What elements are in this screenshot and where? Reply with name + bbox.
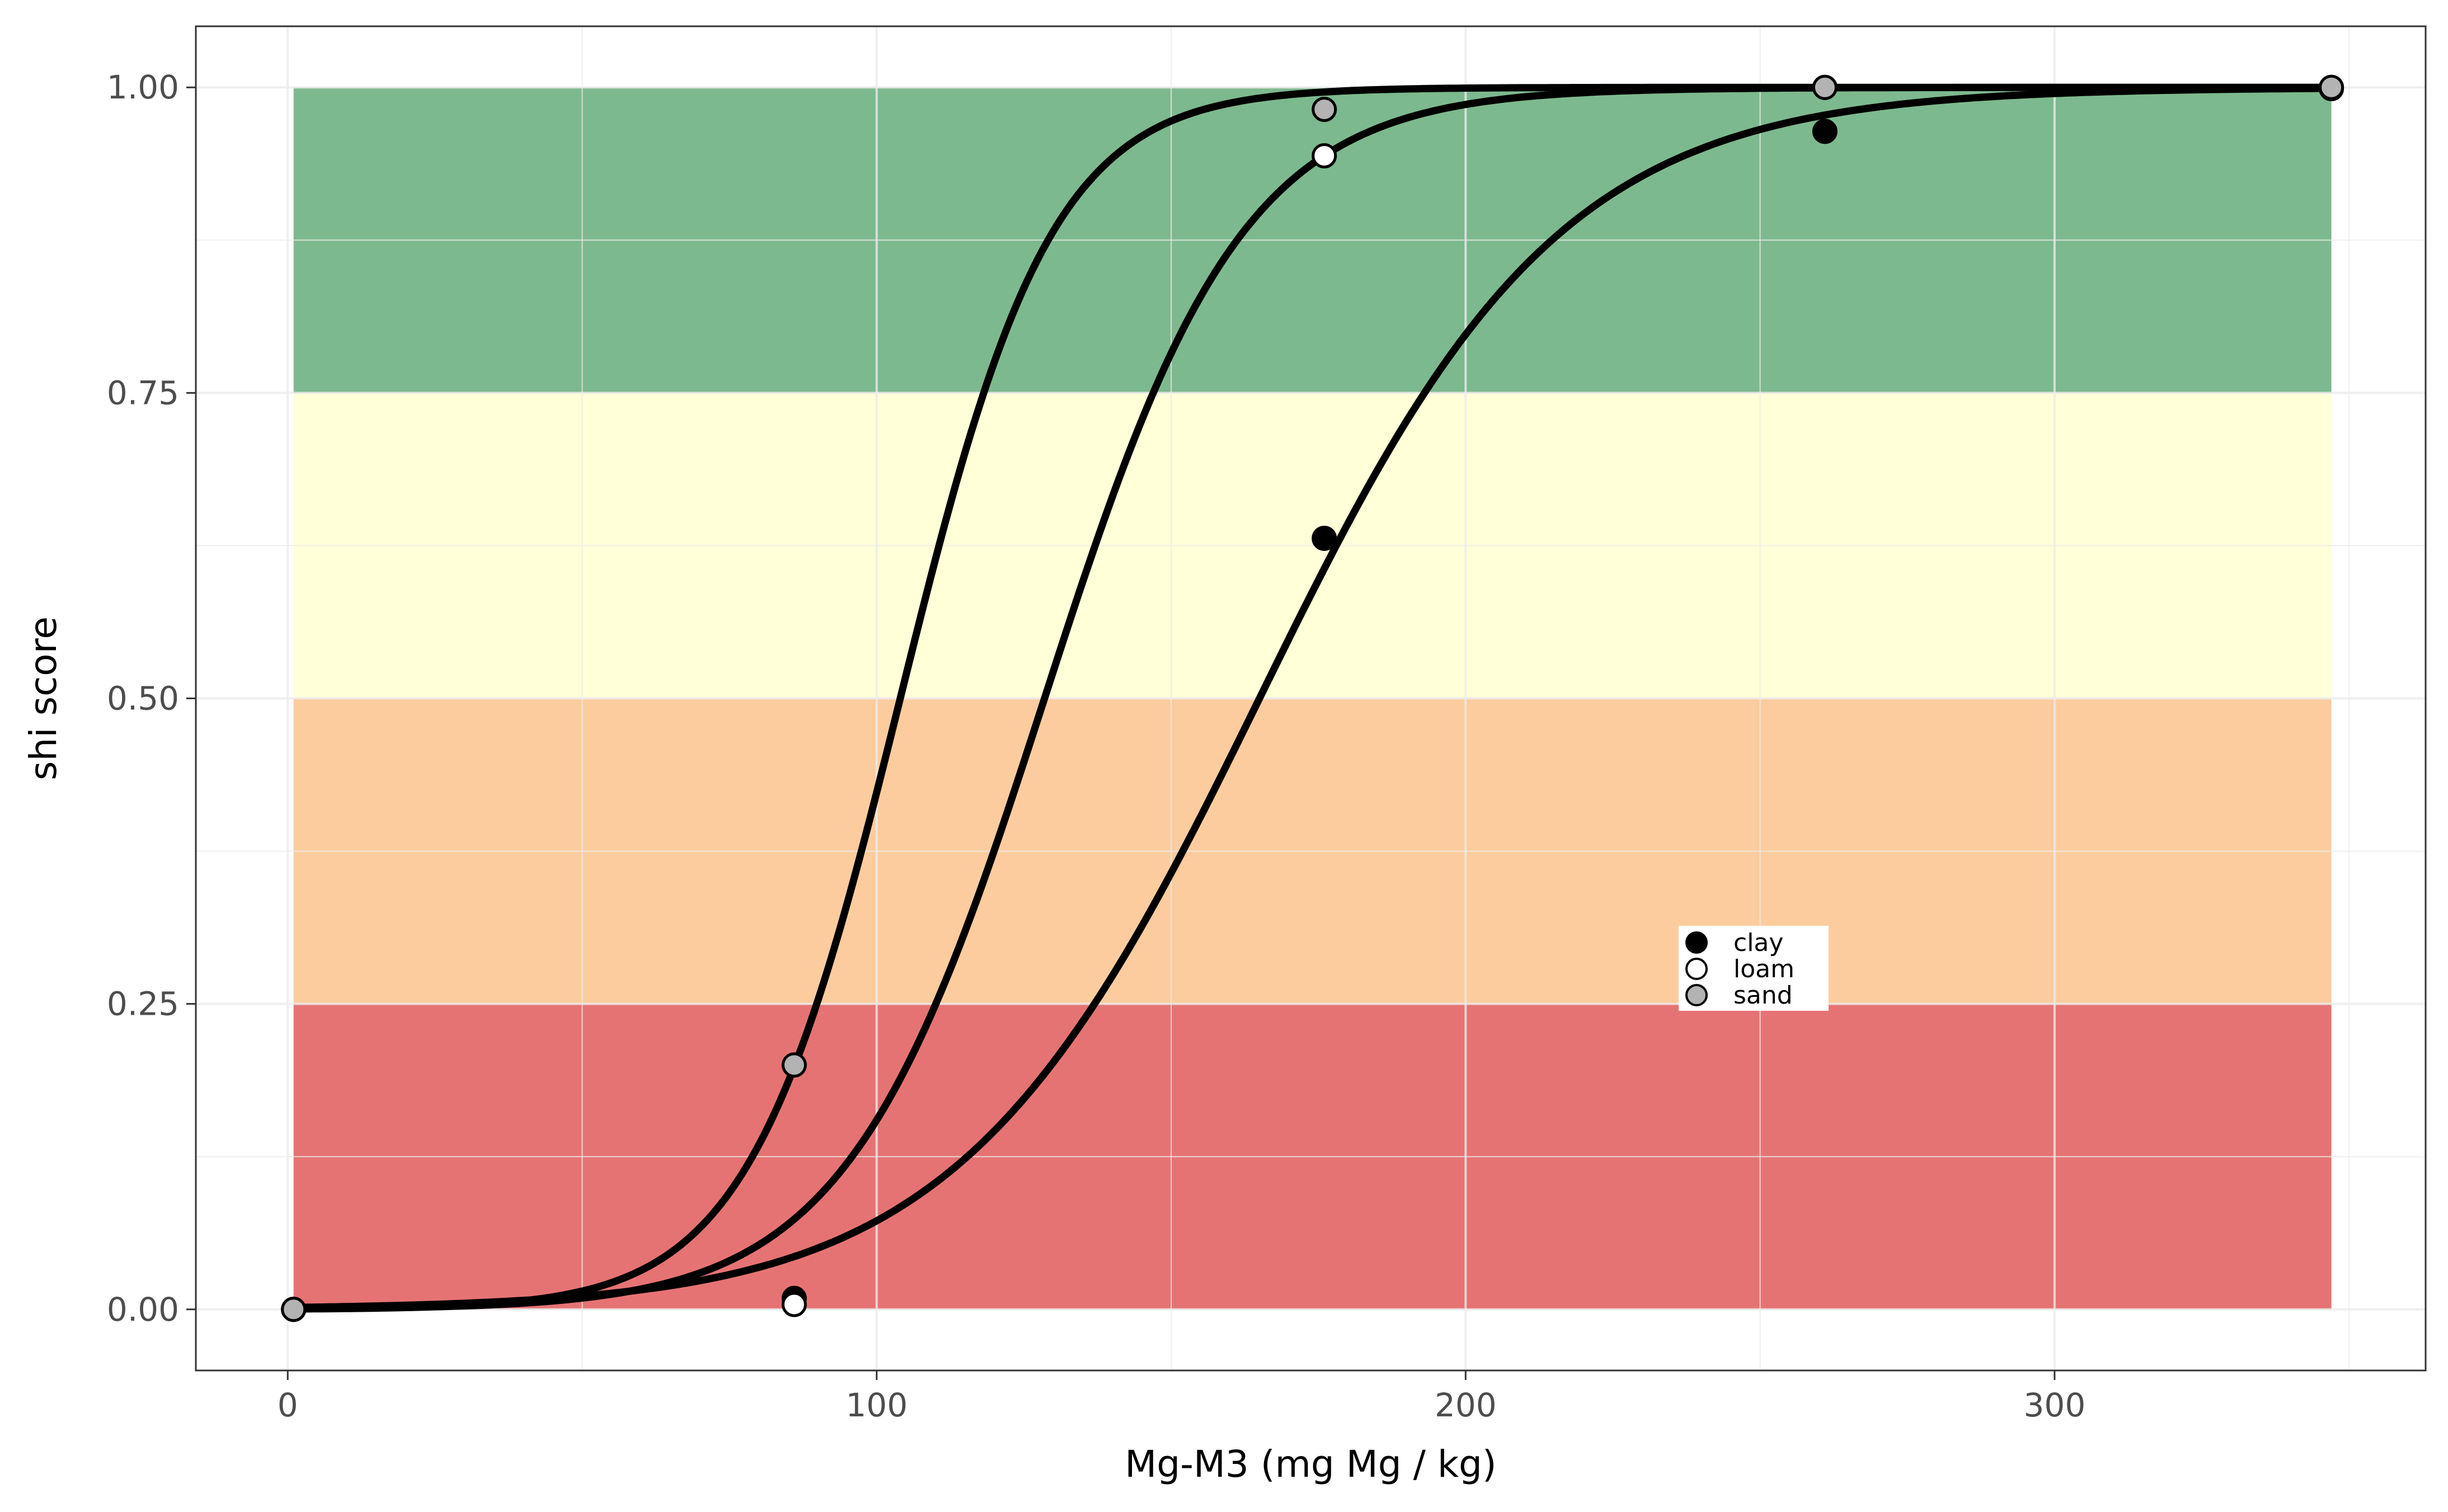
x-tick-label: 100 — [845, 1386, 908, 1424]
legend-key-sand — [1685, 984, 1708, 1006]
x-axis: 0 100 200 300 — [278, 1370, 2085, 1424]
legend-label-clay: clay — [1733, 929, 1783, 957]
x-tick-label: 0 — [278, 1386, 298, 1424]
x-tick-label: 200 — [1435, 1386, 1497, 1424]
marker-loam — [781, 1292, 807, 1317]
x-tick-label: 300 — [2024, 1386, 2086, 1424]
marker-sand — [1312, 97, 1337, 123]
data-markers — [281, 74, 2344, 1322]
y-axis-title: shi score — [22, 616, 65, 780]
curves — [290, 83, 2336, 1313]
legend-key-clay — [1685, 931, 1708, 954]
grid-lines — [196, 26, 2426, 1370]
marker-clay — [1312, 525, 1337, 551]
y-tick-label: 0.75 — [107, 374, 179, 412]
curve-sand — [290, 83, 2336, 1313]
marker-sand — [781, 1052, 807, 1078]
marker-clay — [1812, 119, 1838, 144]
legend-label-loam: loam — [1733, 955, 1794, 983]
marker-sand — [1812, 74, 1838, 100]
x-axis-title: Mg-M3 (mg Mg / kg) — [1125, 1443, 1496, 1486]
legend-label-sand: sand — [1733, 981, 1793, 1010]
marker-sand — [2319, 74, 2344, 100]
y-tick-label: 0.50 — [107, 680, 179, 718]
y-axis: 0.00 0.25 0.50 0.75 1.00 — [107, 68, 196, 1329]
marker-sand — [281, 1297, 307, 1322]
y-tick-label: 0.00 — [107, 1290, 179, 1329]
y-tick-label: 1.00 — [107, 68, 179, 106]
y-tick-label: 0.25 — [107, 985, 179, 1023]
marker-loam — [1312, 143, 1337, 169]
legend-key-loam — [1685, 958, 1708, 980]
